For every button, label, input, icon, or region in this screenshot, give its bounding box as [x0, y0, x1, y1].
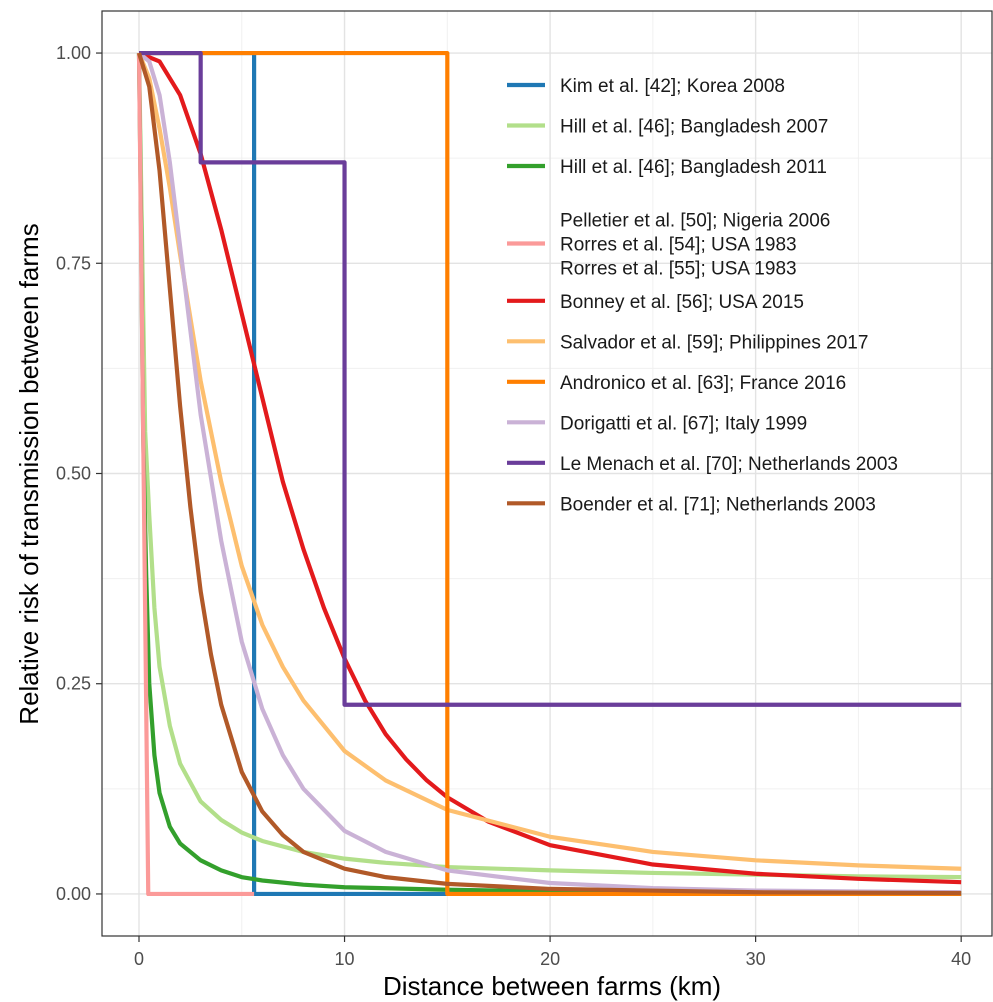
- y-tick-label: 1.00: [56, 43, 91, 63]
- series-line: [137, 52, 962, 871]
- series-line: [136, 53, 962, 880]
- x-tick-label: 10: [335, 949, 355, 969]
- legend-label: Hill et al. [46]; Bangladesh 2007: [560, 117, 828, 138]
- legend-label: Andronico et al. [63]; France 2016: [560, 373, 846, 394]
- series-line: [137, 51, 962, 895]
- x-tick-label: 40: [951, 949, 971, 969]
- legend-label: Bonney et al. [56]; USA 2015: [560, 292, 804, 313]
- legend-label: Rorres et al. [54]; USA 1983: [560, 235, 797, 256]
- legend-label: Hill et al. [46]; Bangladesh 2011: [560, 157, 827, 178]
- series-line: [136, 52, 962, 896]
- y-tick-label: 0.25: [56, 674, 91, 694]
- legend: Kim et al. [42]; Korea 2008 Hill et al. […: [507, 76, 898, 515]
- legend-label: Le Menach et al. [70]; Netherlands 2003: [560, 454, 898, 475]
- series-line: [139, 50, 962, 707]
- series-line: [136, 53, 255, 897]
- legend-label: Salvador et al. [59]; Philippines 2017: [560, 332, 868, 353]
- series-lines: [136, 50, 962, 897]
- series-line: [138, 51, 962, 885]
- x-tick-label: 30: [746, 949, 766, 969]
- legend-label: Pelletier et al. [50]; Nigeria 2006: [560, 211, 830, 232]
- x-axis-ticks: 0 10 20 30 40: [134, 936, 971, 969]
- legend-label: Dorigatti et al. [67]; Italy 1999: [560, 413, 807, 434]
- y-tick-label: 0.00: [56, 884, 91, 904]
- series-line: [139, 50, 962, 897]
- x-axis-title: Distance between farms (km): [383, 971, 721, 1001]
- x-tick-label: 20: [540, 949, 560, 969]
- y-axis-title: Relative risk of transmission between fa…: [14, 223, 44, 724]
- y-tick-label: 0.75: [56, 253, 91, 273]
- legend-label: Boender et al. [71]; Netherlands 2003: [560, 494, 876, 515]
- legend-label: Kim et al. [42]; Korea 2008: [560, 76, 785, 97]
- y-axis-ticks: 0.00 0.25 0.50 0.75 1.00: [56, 43, 102, 904]
- legend-label: Rorres et al. [55]; USA 1983: [560, 259, 797, 280]
- y-tick-label: 0.50: [56, 464, 91, 484]
- x-tick-label: 0: [134, 949, 144, 969]
